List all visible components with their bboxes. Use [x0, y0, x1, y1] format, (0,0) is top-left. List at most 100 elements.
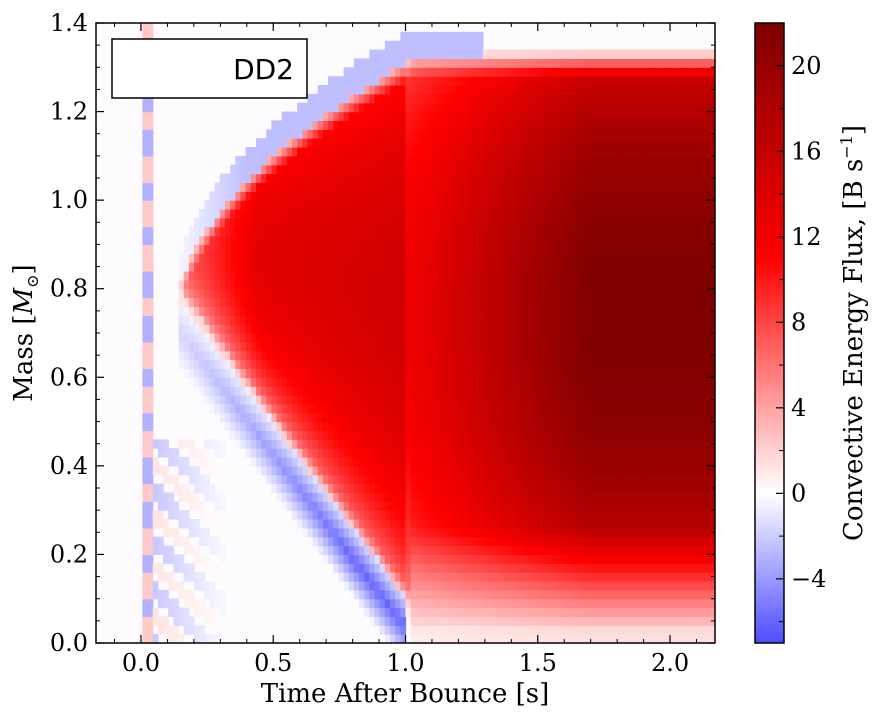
heatmap-cell [524, 368, 530, 378]
heatmap-cell [482, 572, 489, 582]
heatmap-cell [384, 288, 391, 299]
heatmap-cell [255, 377, 262, 387]
heatmap-cell [477, 519, 484, 529]
heatmap-cell [250, 182, 257, 192]
heatmap-cell [178, 288, 185, 299]
heatmap-cell [575, 465, 582, 476]
heatmap-cell [400, 430, 407, 440]
heatmap-cell [601, 324, 608, 334]
heatmap-cell [157, 483, 164, 494]
heatmap-cell [436, 421, 443, 432]
heatmap-cell [426, 129, 432, 139]
heatmap-cell [261, 359, 267, 370]
heatmap-cell [384, 76, 391, 86]
heatmap-cell [570, 625, 577, 635]
heatmap-cell [317, 412, 324, 423]
heatmap-cell [565, 501, 572, 511]
heatmap-cell [451, 527, 458, 538]
heatmap-cell [276, 164, 283, 175]
heatmap-cell [565, 49, 572, 60]
heatmap-cell [395, 377, 401, 387]
heatmap-cell [570, 386, 577, 396]
heatmap-cell [575, 536, 582, 547]
heatmap-cell [400, 49, 407, 60]
heatmap-cell [307, 297, 314, 308]
heatmap-cell [457, 191, 463, 201]
heatmap-cell [333, 93, 340, 104]
heatmap-cell [333, 262, 340, 272]
heatmap-cell [488, 138, 494, 148]
heatmap-cell [570, 527, 577, 538]
heatmap-cell [292, 333, 298, 343]
heatmap-cell [281, 182, 288, 192]
heatmap-cell [364, 510, 370, 520]
heatmap-cell [431, 49, 438, 60]
heatmap-cell [142, 395, 149, 405]
heatmap-cell [534, 315, 541, 325]
heatmap-cell [462, 147, 468, 157]
heatmap-cell [534, 155, 541, 166]
heatmap-cell [544, 607, 551, 618]
heatmap-cell [472, 200, 479, 210]
heatmap-cell [482, 182, 489, 192]
heatmap-cell [488, 625, 494, 635]
heatmap-cell [565, 111, 572, 122]
heatmap-cell [539, 315, 546, 325]
heatmap-cell [281, 377, 288, 387]
heatmap-cell [235, 386, 242, 396]
heatmap-cell [529, 173, 536, 184]
heatmap-cell [544, 341, 551, 352]
heatmap-cell [147, 23, 154, 33]
heatmap-cell [467, 403, 474, 414]
heatmap-cell [513, 244, 520, 254]
heatmap-cell [333, 474, 340, 485]
heatmap-cell [230, 377, 236, 387]
heatmap-cell [591, 85, 597, 95]
heatmap-cell [235, 395, 242, 405]
heatmap-cell [524, 341, 530, 352]
heatmap-cell [503, 598, 510, 609]
heatmap-cell [560, 554, 567, 564]
heatmap-cell [467, 519, 474, 529]
heatmap-cell [405, 536, 412, 547]
heatmap-cell [245, 315, 252, 325]
heatmap-cell [333, 191, 340, 201]
heatmap-cell [565, 483, 572, 494]
heatmap-cell [575, 333, 582, 343]
heatmap-cell [493, 607, 499, 618]
heatmap-cell [250, 368, 257, 378]
heatmap-cell [338, 421, 345, 432]
heatmap-cell [518, 527, 525, 538]
heatmap-cell [286, 350, 293, 361]
heatmap-cell [508, 598, 515, 609]
heatmap-cell [457, 288, 463, 299]
heatmap-cell [467, 235, 474, 246]
heatmap-cell [297, 279, 303, 290]
heatmap-cell [462, 191, 468, 201]
heatmap-cell [534, 297, 541, 308]
heatmap-cell [570, 315, 577, 325]
heatmap-cell [513, 271, 520, 281]
heatmap-cell [513, 138, 520, 148]
heatmap-cell [219, 324, 226, 334]
heatmap-cell [513, 430, 520, 440]
heatmap-cell [498, 271, 505, 281]
heatmap-cell [359, 182, 365, 192]
heatmap-cell [173, 581, 180, 591]
heatmap-cell [534, 129, 541, 139]
heatmap-cell [518, 235, 525, 246]
heatmap-cell [328, 474, 334, 485]
heatmap-cell [420, 492, 427, 502]
heatmap-cell [518, 191, 525, 201]
heatmap-cell [524, 129, 530, 139]
heatmap-cell [390, 182, 396, 192]
heatmap-cell [364, 572, 370, 582]
heatmap-cell [240, 386, 247, 396]
heatmap-cell [384, 368, 391, 378]
heatmap-cell [534, 288, 541, 299]
heatmap-cell [518, 129, 525, 139]
heatmap-cell [359, 209, 365, 219]
heatmap-cell [441, 58, 448, 68]
heatmap-cell [302, 448, 309, 458]
